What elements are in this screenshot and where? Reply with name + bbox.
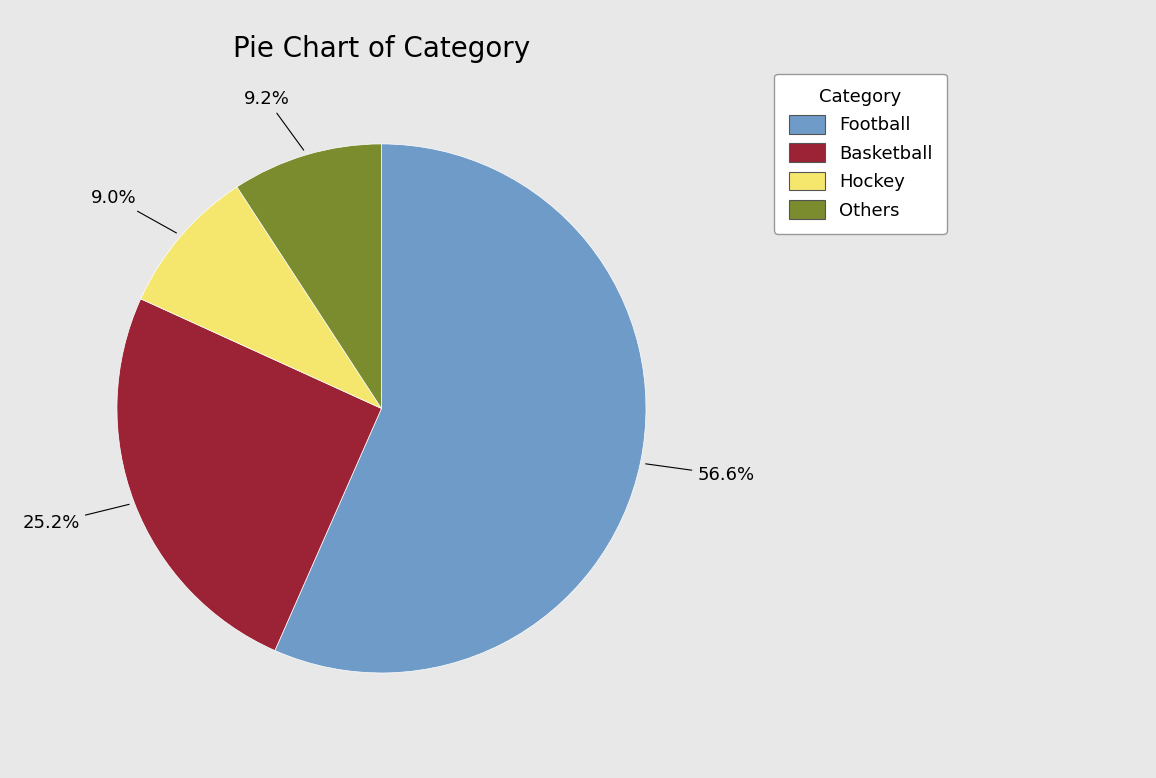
Wedge shape <box>275 144 646 673</box>
Title: Pie Chart of Category: Pie Chart of Category <box>232 35 531 63</box>
Wedge shape <box>117 299 381 650</box>
Legend: Football, Basketball, Hockey, Others: Football, Basketball, Hockey, Others <box>775 74 947 234</box>
Wedge shape <box>141 187 381 408</box>
Text: 9.2%: 9.2% <box>244 90 304 150</box>
Text: 25.2%: 25.2% <box>23 504 129 532</box>
Text: 9.0%: 9.0% <box>91 189 177 233</box>
Text: 56.6%: 56.6% <box>646 464 755 484</box>
Wedge shape <box>237 144 381 408</box>
